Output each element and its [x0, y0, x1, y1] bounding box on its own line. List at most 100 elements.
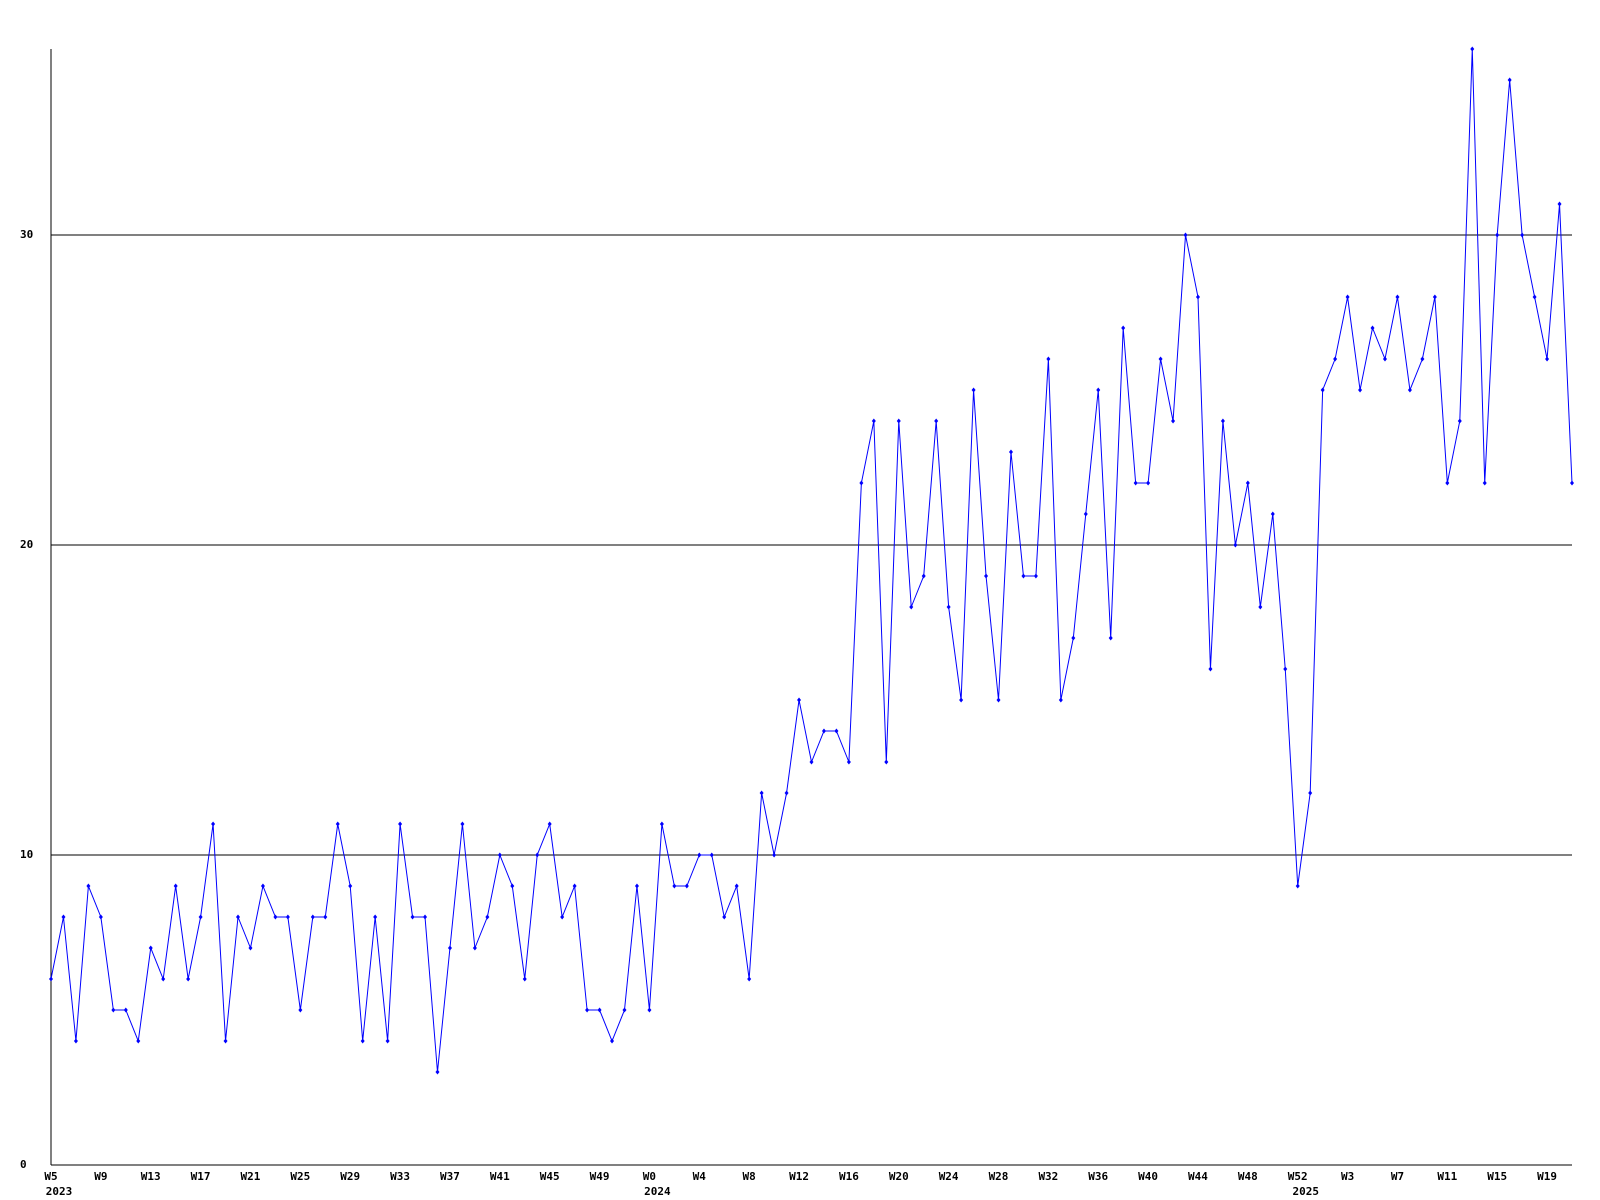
x-tick-label: W5: [44, 1170, 57, 1183]
data-point: [1258, 604, 1263, 610]
x-group-label: 2025: [1292, 1185, 1319, 1198]
data-point: [348, 883, 353, 889]
data-point: [1532, 294, 1537, 300]
data-point: [1108, 635, 1113, 641]
data-point: [1183, 232, 1188, 238]
x-tick-label: W52: [1288, 1170, 1308, 1183]
data-point: [684, 883, 689, 889]
data-point: [1520, 232, 1525, 238]
data-line: [50, 48, 1573, 1073]
data-point: [572, 883, 577, 889]
data-point: [784, 790, 789, 796]
x-tick-label: W12: [789, 1170, 809, 1183]
x-tick-label: W24: [939, 1170, 959, 1183]
data-point: [273, 914, 278, 920]
x-tick-label: W17: [191, 1170, 211, 1183]
data-point: [136, 1038, 141, 1044]
x-tick-label: W25: [290, 1170, 310, 1183]
data-point: [285, 914, 290, 920]
data-point: [1382, 356, 1387, 362]
x-tick-label: W45: [540, 1170, 560, 1183]
data-point: [821, 728, 826, 734]
data-point: [1333, 356, 1338, 362]
data-point: [398, 821, 403, 827]
data-point: [610, 1038, 615, 1044]
data-point: [460, 821, 465, 827]
data-point: [585, 1007, 590, 1013]
x-tick-label: W11: [1437, 1170, 1457, 1183]
x-tick-label: W41: [490, 1170, 510, 1183]
x-tick-label: W8: [743, 1170, 756, 1183]
data-point: [410, 914, 415, 920]
data-point: [1220, 418, 1225, 424]
data-point: [423, 914, 428, 920]
data-point: [984, 573, 989, 579]
data-point: [186, 976, 191, 982]
x-tick-label: W29: [340, 1170, 360, 1183]
data-point: [1570, 480, 1574, 486]
data-point: [1233, 542, 1238, 548]
data-point: [834, 728, 839, 734]
data-point: [697, 852, 702, 858]
x-tick-label: W32: [1038, 1170, 1058, 1183]
data-point: [1021, 573, 1026, 579]
data-point: [360, 1038, 365, 1044]
data-point: [672, 883, 677, 889]
data-point: [1395, 294, 1400, 300]
data-point: [871, 418, 876, 424]
data-point: [1482, 480, 1487, 486]
data-point: [1121, 325, 1126, 331]
data-point: [472, 945, 477, 951]
data-point: [248, 945, 253, 951]
data-point: [298, 1007, 303, 1013]
data-point: [485, 914, 490, 920]
data-point: [61, 914, 66, 920]
x-tick-label: W15: [1487, 1170, 1507, 1183]
x-tick-label: W40: [1138, 1170, 1158, 1183]
data-point: [1420, 356, 1425, 362]
x-tick-label: W28: [989, 1170, 1009, 1183]
data-point: [1358, 387, 1363, 393]
data-point: [1295, 883, 1300, 889]
x-tick-label: W37: [440, 1170, 460, 1183]
x-tick-label: W19: [1537, 1170, 1557, 1183]
x-tick-label: W20: [889, 1170, 909, 1183]
data-point: [846, 759, 851, 765]
data-point: [659, 821, 664, 827]
data-point: [236, 914, 241, 920]
data-point: [1096, 387, 1101, 393]
data-point: [634, 883, 639, 889]
data-point: [447, 945, 452, 951]
data-point: [797, 697, 802, 703]
data-point: [647, 1007, 652, 1013]
data-point: [996, 697, 1001, 703]
y-tick-label: 30: [20, 228, 33, 241]
x-tick-label: W3: [1341, 1170, 1354, 1183]
data-point: [884, 759, 889, 765]
data-point: [211, 821, 216, 827]
data-point: [1195, 294, 1200, 300]
data-point: [896, 418, 901, 424]
data-point: [260, 883, 265, 889]
data-point: [971, 387, 976, 393]
data-point: [909, 604, 914, 610]
data-point: [535, 852, 540, 858]
data-point: [1308, 790, 1313, 796]
data-point: [934, 418, 939, 424]
data-point: [161, 976, 166, 982]
data-point: [497, 852, 502, 858]
x-tick-label: W48: [1238, 1170, 1258, 1183]
data-point: [73, 1038, 78, 1044]
data-point: [547, 821, 552, 827]
data-point: [435, 1069, 440, 1075]
data-point: [123, 1007, 128, 1013]
data-point: [959, 697, 964, 703]
data-point: [1457, 418, 1462, 424]
data-point: [173, 883, 178, 889]
data-point: [921, 573, 926, 579]
data-point: [335, 821, 340, 827]
data-point: [385, 1038, 390, 1044]
data-point: [1083, 511, 1088, 517]
